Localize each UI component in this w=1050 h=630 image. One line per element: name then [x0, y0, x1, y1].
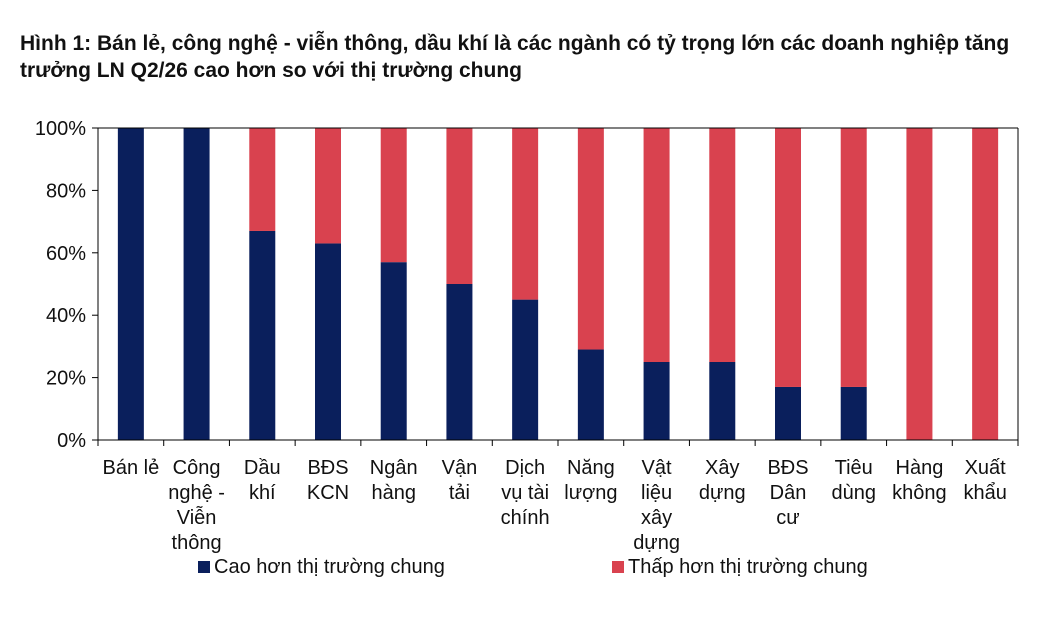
x-tick-label: Công nghệ -Viễn thông [168, 457, 225, 554]
chart-title: Hình 1: Bán lẻ, công nghệ - viễn thông, … [20, 30, 1030, 84]
y-tick-label: 20% [46, 368, 86, 390]
bar-above-0 [117, 128, 144, 440]
bar-above-6 [512, 299, 539, 440]
bar-above-8 [643, 362, 670, 440]
x-tick-label: Dịch vụ tài chính [501, 457, 550, 529]
x-tick-label: Năng lượng [564, 457, 617, 504]
bar-above-10 [775, 386, 801, 440]
bar-below-10 [775, 128, 801, 387]
bar-above-2 [249, 230, 276, 440]
x-tick-label: Tiêu dùng [831, 457, 876, 504]
legend-item-0: Cao hơn thị trường chung [198, 553, 445, 581]
bar-below-12 [906, 128, 933, 440]
bars-group [117, 128, 999, 440]
bar-below-3 [315, 128, 341, 244]
bar-below-6 [512, 128, 539, 300]
legend-swatch-above [198, 561, 210, 573]
bar-above-3 [315, 243, 341, 440]
legend-label-above: Cao hơn thị trường chung [214, 555, 445, 578]
y-tick-label: 0% [57, 430, 86, 452]
bar-above-7 [577, 349, 604, 440]
legend-swatch-below [612, 561, 624, 573]
x-tick-label: BĐS Dân cư [767, 457, 808, 529]
x-tick-label: Xuất khẩu [963, 457, 1006, 504]
bar-above-4 [380, 262, 407, 440]
x-axis: Bán lẻ Công nghệ -Viễn thông Dầu khí BĐS KCN Ngâ… [97, 127, 1019, 554]
figure-number: Hình 1: [20, 32, 92, 55]
bar-above-11 [840, 386, 867, 440]
y-tick-label: 40% [46, 305, 86, 327]
bar-below-11 [840, 128, 867, 387]
legend-item-1: Thấp hơn thị trường chung [612, 553, 868, 581]
y-tick-label: 60% [46, 243, 86, 265]
bar-below-13 [972, 128, 999, 440]
bar-below-8 [643, 128, 670, 362]
legend-label-below: Thấp hơn thị trường chung [628, 555, 868, 578]
x-tick-label: Hàng không [892, 457, 947, 504]
bar-below-4 [380, 128, 407, 263]
y-axis: 0% 20% 40% 60% 80% 100% [35, 118, 1019, 452]
bar-below-7 [577, 128, 604, 350]
bar-below-2 [249, 128, 276, 231]
x-tick-label: Xây dựng [699, 457, 746, 504]
bar-above-5 [446, 284, 473, 440]
x-tick-label: Vật liệu xây dựng [633, 457, 680, 554]
y-tick-label: 100% [35, 118, 86, 140]
x-tick-label: Ngân hàng [370, 457, 418, 504]
y-tick-label: 80% [46, 180, 86, 202]
bar-below-5 [446, 128, 473, 284]
bar-above-1 [183, 128, 210, 440]
x-tick-label: Bán lẻ [102, 457, 159, 479]
x-tick-label: Vận tải [442, 457, 478, 504]
x-tick-label: BĐS KCN [307, 457, 349, 504]
x-tick-label: Dầu khí [244, 457, 281, 504]
bar-above-9 [709, 362, 736, 440]
figure-title-text: Bán lẻ, công nghệ - viễn thông, dầu khí … [20, 32, 1010, 82]
bar-below-9 [709, 128, 736, 362]
